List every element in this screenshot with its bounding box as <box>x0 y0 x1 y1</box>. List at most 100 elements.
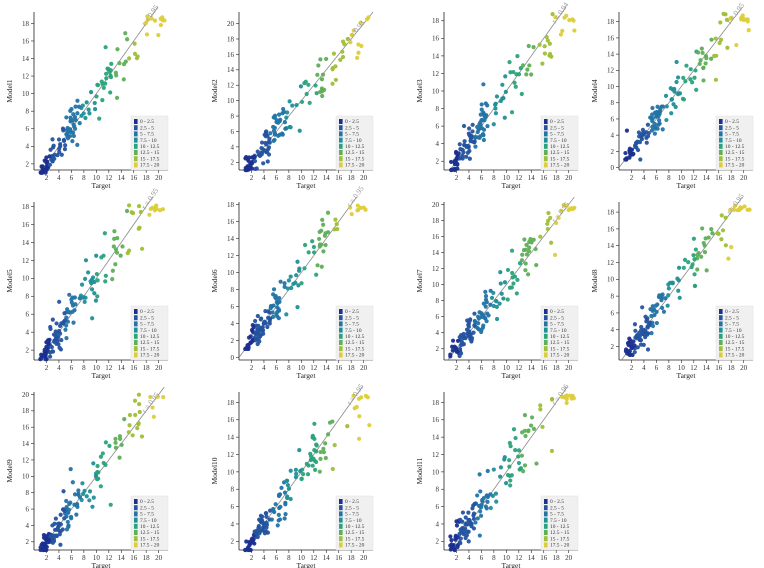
scatter-point <box>479 118 484 123</box>
scatter-point <box>311 244 317 250</box>
y-tick-label: 10 <box>227 269 235 277</box>
scatter-point <box>545 218 551 223</box>
scatter-point <box>277 517 283 522</box>
scatter-point <box>528 423 534 428</box>
legend-swatch <box>339 511 343 517</box>
x-tick-label: 20 <box>360 364 368 372</box>
scatter-point <box>461 123 467 129</box>
scatter-point <box>491 467 496 472</box>
legend-swatch <box>339 346 343 352</box>
scatter-point <box>632 343 637 348</box>
legend-swatch <box>134 511 138 517</box>
scatter-point <box>481 495 486 501</box>
scatter-point <box>499 291 504 296</box>
x-tick-label: 16 <box>130 174 138 182</box>
scatter-point <box>481 133 486 138</box>
y-tick-label: 12 <box>22 456 30 464</box>
scatter-point <box>483 297 489 302</box>
scatter-point <box>267 316 273 321</box>
legend-swatch <box>544 156 548 162</box>
scatter-point <box>310 239 315 244</box>
scatter-point <box>285 478 290 483</box>
scatter-point <box>155 394 160 399</box>
scatter-point <box>510 275 515 280</box>
scatter-point <box>95 463 100 469</box>
scatter-point <box>682 257 688 262</box>
legend-label: 0 - 2.5 <box>725 309 739 315</box>
scatter-point <box>659 305 665 310</box>
scatter-point <box>150 405 155 410</box>
x-tick-label: 12 <box>515 364 523 372</box>
scatter-plot-svg: 2 4 6 8 10 12 14 16 18 2024681012141618TargetMode… <box>5 186 169 380</box>
scatter-point <box>330 66 335 71</box>
x-tick-label: 16 <box>540 174 548 182</box>
legend-label: 15 - 17.5 <box>345 156 365 162</box>
scatter-point <box>479 102 484 107</box>
scatter-point <box>74 512 79 517</box>
scatter-plot-svg: 2 4 6 8 10 12 14 16 18 2024681012141618TargetMode… <box>415 382 579 568</box>
scatter-point <box>649 128 654 133</box>
scatter-point <box>258 513 263 518</box>
y-tick-label: 6 <box>26 311 30 319</box>
scatter-point <box>356 50 361 55</box>
scatter-point <box>333 217 338 222</box>
scatter-point <box>542 51 547 56</box>
scatter-point <box>48 326 53 332</box>
legend-swatch <box>339 309 343 314</box>
scatter-point <box>522 428 528 433</box>
legend-swatch <box>134 517 138 523</box>
y-tick-label: 16 <box>432 35 440 43</box>
scatter-point <box>696 50 701 55</box>
y-tick-label: 8 <box>436 105 440 113</box>
legend-label: 7.5 - 10 <box>140 518 157 524</box>
scatter-point <box>676 265 682 270</box>
scatter-point <box>305 472 311 477</box>
scatter-plot-svg: 2 4 6 8 10 12 14 16 18 2024681012141618TargetMode… <box>415 0 579 190</box>
scatter-point <box>650 105 655 111</box>
scatter-point <box>101 85 106 90</box>
scatter-point <box>676 278 681 283</box>
y-tick-label: 12 <box>607 259 615 267</box>
y-tick-label: 2 <box>436 158 440 166</box>
scatter-point <box>44 155 49 160</box>
legend-swatch <box>339 150 343 155</box>
scatter-point <box>477 126 482 131</box>
scatter-point <box>81 491 86 496</box>
legend-label: 2.5 - 5 <box>345 505 359 511</box>
y-tick-label: 12 <box>22 257 30 265</box>
scatter-point <box>473 320 478 325</box>
x-tick-label: 14 <box>528 364 536 372</box>
scatter-point <box>64 527 70 532</box>
scatter-point <box>256 336 261 341</box>
legend-swatch <box>134 352 138 358</box>
scatter-panel-6: 2 4 6 8 10 12 14 16 18 20 0 2 4 6 8 10 12 14 16 18 Target Mod… <box>205 184 383 380</box>
scatter-panel-9: 2 4 6 8 10 12 14 16 18 20 2 4 6 8 10 12 14 16 18 20 Target Mo… <box>0 380 178 568</box>
scatter-point <box>325 432 331 437</box>
scatter-point <box>88 90 94 95</box>
y-tick-label: 20 <box>227 20 235 28</box>
y-tick-label: 0 <box>231 354 235 362</box>
scatter-point <box>718 20 723 25</box>
scatter-point <box>716 231 721 236</box>
scatter-point <box>118 253 123 258</box>
scatter-point <box>112 229 117 234</box>
scatter-panel-10: 2 4 6 8 10 12 14 16 18 20 2 4 6 8 10 12 14 16 18 Target Mode… <box>205 380 383 568</box>
scatter-point <box>92 107 98 112</box>
scatter-point <box>479 107 484 112</box>
scatter-point <box>90 504 95 509</box>
scatter-point <box>673 104 678 110</box>
scatter-point <box>41 547 46 553</box>
scatter-point <box>477 533 482 538</box>
scatter-point <box>50 137 55 142</box>
legend-label: 12.5 - 15 <box>345 530 365 536</box>
scatter-point <box>310 434 316 440</box>
x-tick-label: 8 <box>287 364 291 372</box>
legend-label: 10 - 12.5 <box>140 524 160 530</box>
scatter-point <box>723 215 728 220</box>
scatter-point <box>103 279 108 284</box>
scatter-plot-svg: 2 4 6 8 10 12 14 16 18 2024681012141618TargetMode… <box>590 191 754 380</box>
scatter-point <box>709 227 714 232</box>
